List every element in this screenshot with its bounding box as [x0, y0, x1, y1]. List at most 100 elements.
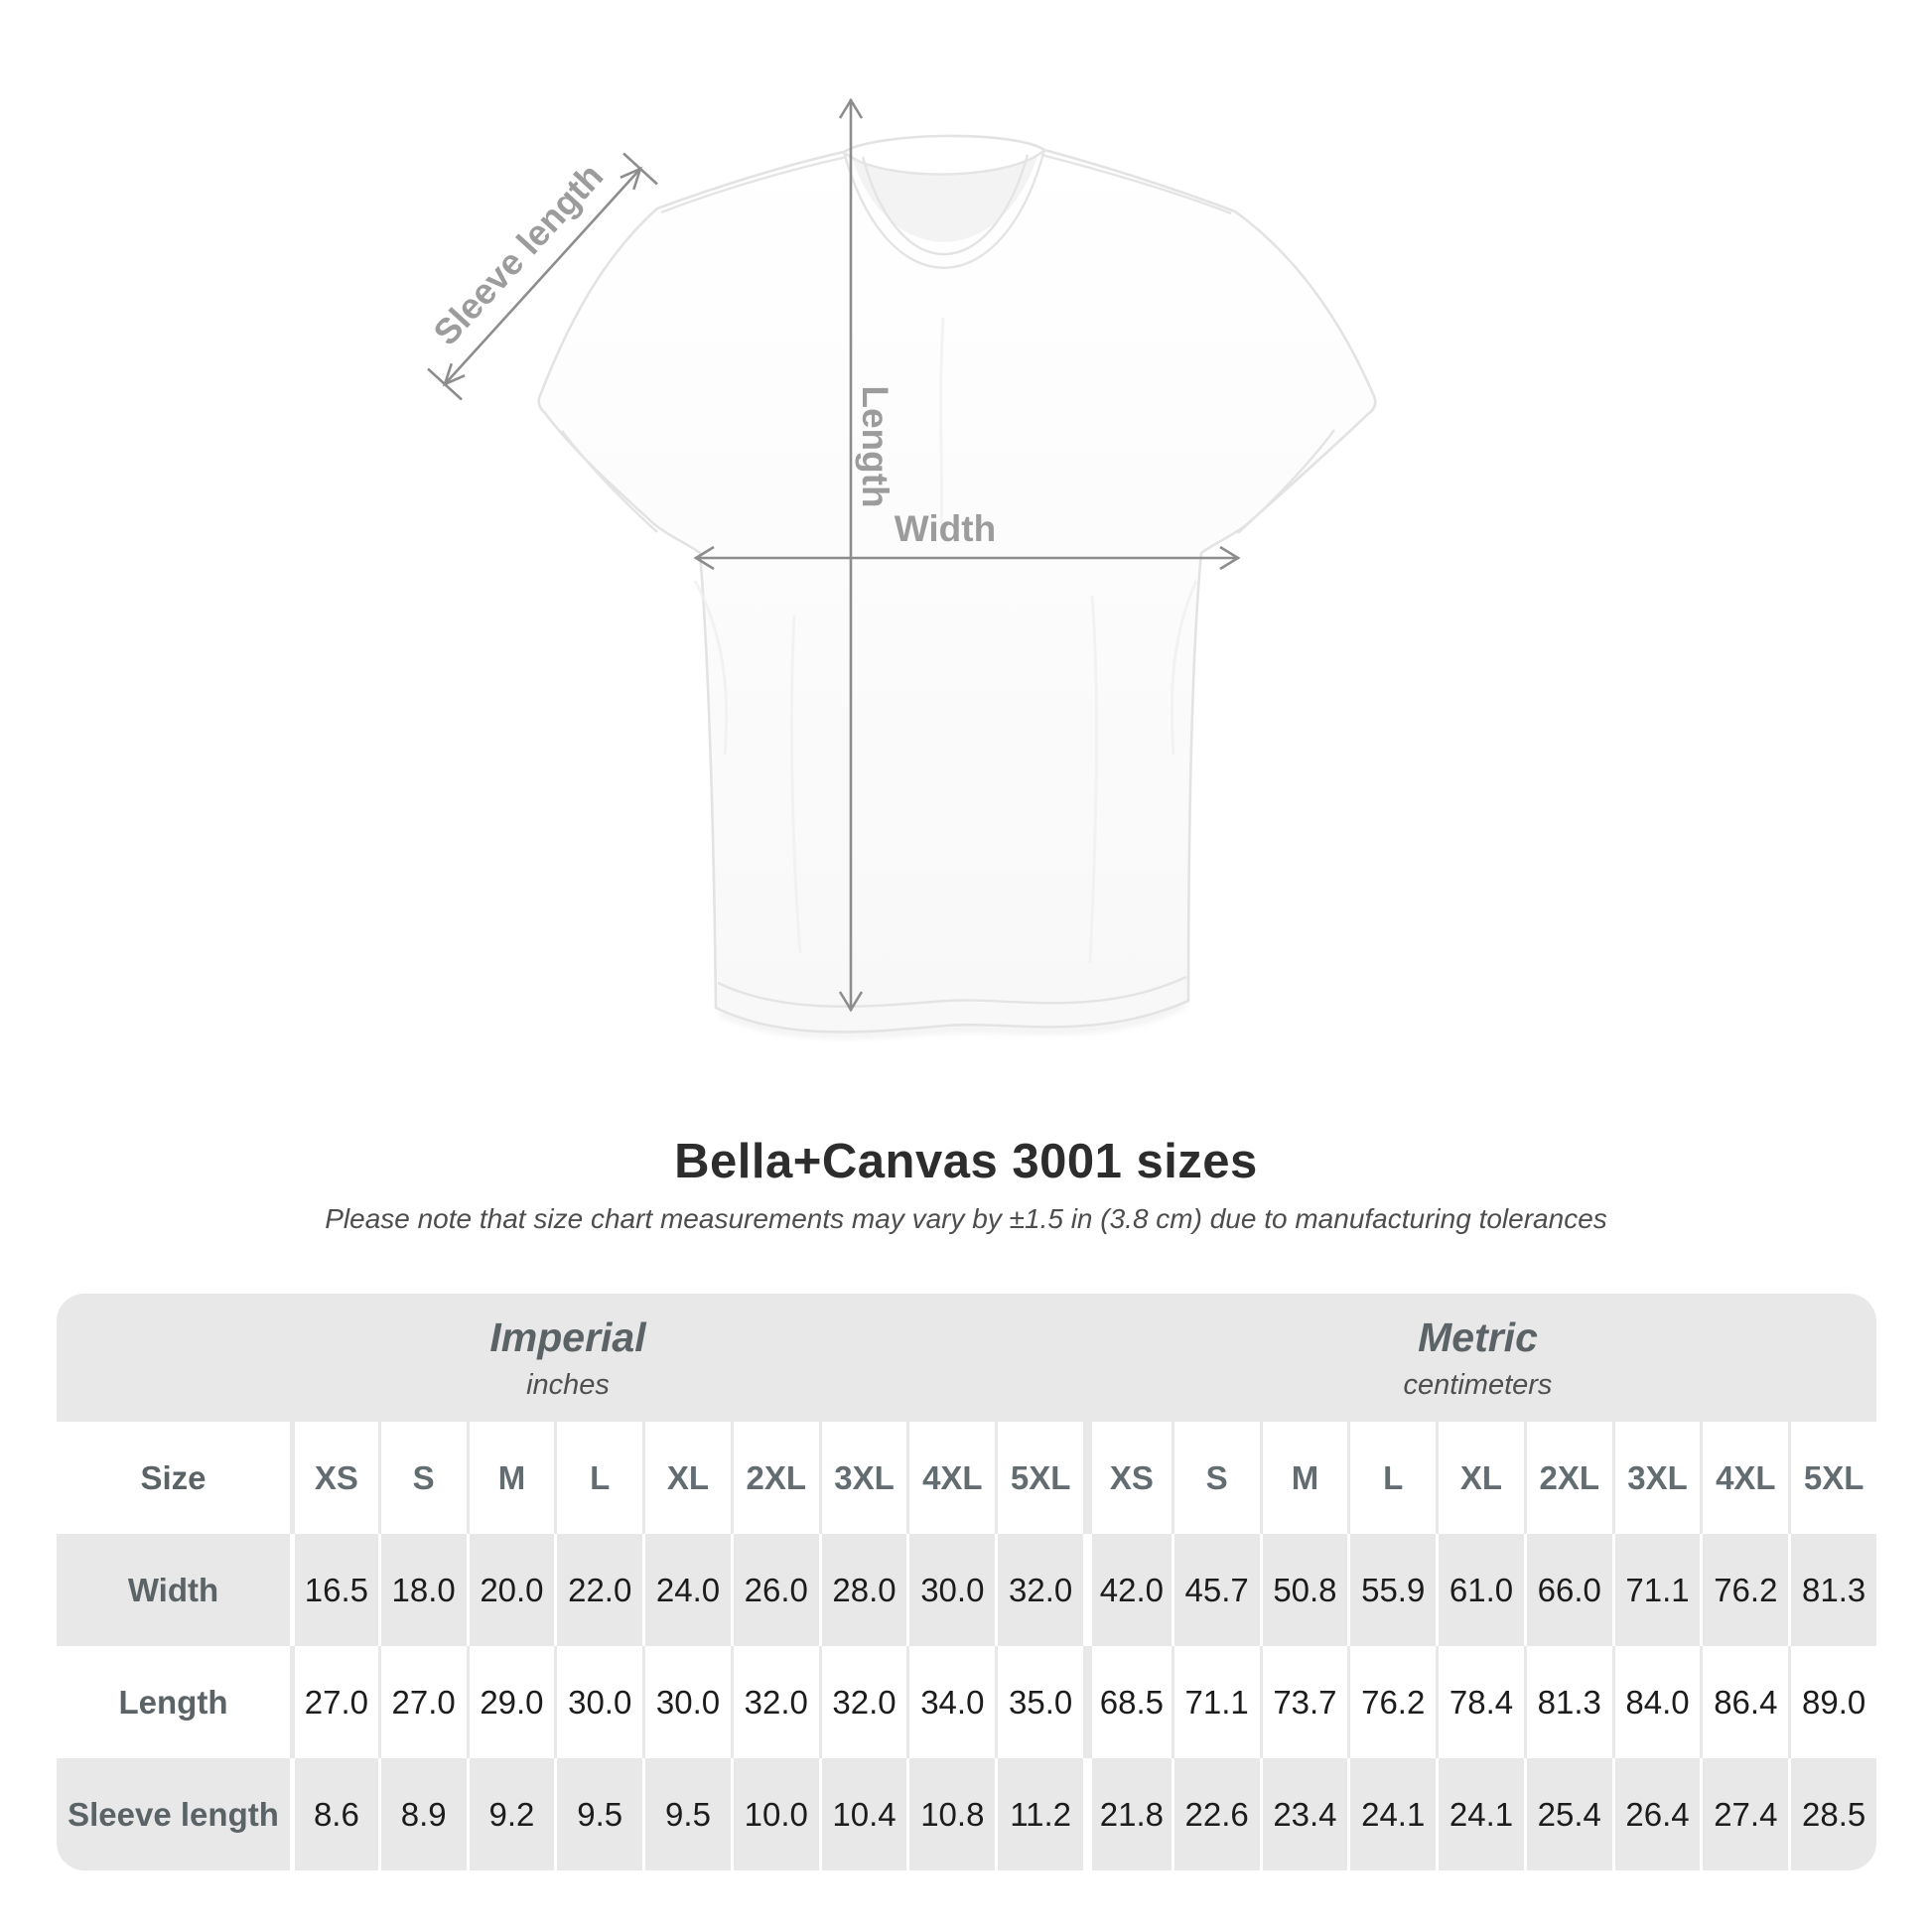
table-cell: 55.9: [1347, 1534, 1437, 1646]
size-column-header: XL: [1436, 1422, 1524, 1534]
table-cell: 16.5: [290, 1534, 378, 1646]
table-cell: 24.1: [1436, 1758, 1524, 1870]
row-label: Sleeve length: [57, 1758, 290, 1870]
size-column-header: M: [1259, 1422, 1348, 1534]
table-cell: 8.9: [377, 1758, 467, 1870]
table-body: Width 16.5 18.0 20.0 22.0 24.0 26.0 28.0 30.0 32.…: [57, 1534, 1876, 1870]
row-label: Length: [57, 1646, 290, 1758]
table-cell: 76.2: [1700, 1534, 1789, 1646]
table-cell: 26.0: [730, 1534, 819, 1646]
size-column-header: 3XL: [818, 1422, 907, 1534]
table-cell: 11.2: [995, 1758, 1083, 1870]
size-column-header: L: [1347, 1422, 1437, 1534]
table-cell: 28.5: [1788, 1758, 1876, 1870]
table-cell: 29.0: [466, 1646, 555, 1758]
table-cell: 32.0: [730, 1646, 819, 1758]
table-cell: 86.4: [1700, 1646, 1789, 1758]
table-cell: 35.0: [995, 1646, 1083, 1758]
table-row: Length 27.0 27.0 29.0 30.0 30.0 32.0 32.0 34.0 35…: [57, 1646, 1876, 1758]
shirt-shadow: [718, 1002, 1186, 1037]
tshirt-graphic: [537, 134, 1377, 1034]
table-cell: 81.3: [1788, 1534, 1876, 1646]
page-title: Bella+Canvas 3001 sizes: [674, 1135, 1258, 1188]
table-cell: 27.4: [1700, 1758, 1789, 1870]
table-cell: 30.0: [906, 1534, 996, 1646]
size-column-header: 2XL: [1523, 1422, 1612, 1534]
metric-unit: centimeters: [1403, 1368, 1553, 1401]
table-cell: 76.2: [1347, 1646, 1437, 1758]
table-cell: 27.0: [290, 1646, 378, 1758]
size-column-header: 3XL: [1611, 1422, 1701, 1534]
table-cell: 25.4: [1523, 1758, 1612, 1870]
imperial-section-header: Imperial inches: [57, 1294, 1079, 1422]
size-header-cell: Size: [57, 1422, 290, 1534]
table-cell: 24.0: [642, 1534, 731, 1646]
size-column-header: 2XL: [730, 1422, 819, 1534]
table-cell: 23.4: [1259, 1758, 1348, 1870]
table-cell: 10.0: [730, 1758, 819, 1870]
metric-section-header: Metric centimeters: [1079, 1294, 1876, 1422]
tshirt-measurement-diagram: Length Width Sleeve length: [425, 97, 1377, 1037]
table-cell: 22.6: [1171, 1758, 1260, 1870]
table-cell: 89.0: [1788, 1646, 1876, 1758]
table-cell: 73.7: [1259, 1646, 1348, 1758]
table-cell: 50.8: [1259, 1534, 1348, 1646]
table-cell: 18.0: [377, 1534, 467, 1646]
size-column-header: 5XL: [1788, 1422, 1876, 1534]
table-cell: 9.2: [466, 1758, 555, 1870]
length-label: Length: [855, 385, 896, 507]
table-cell: 22.0: [554, 1534, 643, 1646]
table-header-row: Size XS S M L XL 2XL 3XL 4XL 5XL XS S M L XL 2XL 3XL 4XL…: [57, 1422, 1876, 1534]
neck-opening: [851, 153, 1038, 242]
table-cell: 9.5: [642, 1758, 731, 1870]
table-cell: 9.5: [554, 1758, 643, 1870]
size-column-header: 4XL: [1700, 1422, 1789, 1534]
table-cell: 45.7: [1171, 1534, 1260, 1646]
metric-title: Metric: [1418, 1313, 1538, 1360]
table-cell: 71.1: [1171, 1646, 1260, 1758]
table-cell: 34.0: [906, 1646, 996, 1758]
table-cell: 26.4: [1611, 1758, 1701, 1870]
width-arrow: [693, 545, 1241, 571]
table-cell: 81.3: [1523, 1646, 1612, 1758]
table-row: Width 16.5 18.0 20.0 22.0 24.0 26.0 28.0 30.0 32.…: [57, 1534, 1876, 1646]
table-cell: 78.4: [1436, 1646, 1524, 1758]
size-column-header: XS: [290, 1422, 378, 1534]
table-cell: 42.0: [1083, 1534, 1172, 1646]
size-column-header: XL: [642, 1422, 731, 1534]
size-column-header: S: [1171, 1422, 1260, 1534]
table-cell: 71.1: [1611, 1534, 1701, 1646]
table-cell: 28.0: [818, 1534, 907, 1646]
size-column-header: S: [377, 1422, 467, 1534]
imperial-unit: inches: [526, 1368, 610, 1401]
table-cell: 66.0: [1523, 1534, 1612, 1646]
size-column-header: L: [554, 1422, 643, 1534]
table-cell: 84.0: [1611, 1646, 1701, 1758]
table-cell: 30.0: [554, 1646, 643, 1758]
size-column-header: M: [466, 1422, 555, 1534]
page-subtitle: Please note that size chart measurements…: [325, 1203, 1607, 1234]
table-cell: 61.0: [1436, 1534, 1524, 1646]
table-cell: 10.4: [818, 1758, 907, 1870]
length-arrow: [838, 97, 864, 1013]
size-column-header: 4XL: [906, 1422, 996, 1534]
table-cell: 8.6: [290, 1758, 378, 1870]
table-cell: 24.1: [1347, 1758, 1437, 1870]
table-cell: 32.0: [818, 1646, 907, 1758]
size-table: Imperial inches Metric centimeters Size …: [57, 1294, 1876, 1870]
size-column-header: 5XL: [995, 1422, 1083, 1534]
imperial-title: Imperial: [489, 1313, 646, 1360]
table-cell: 21.8: [1083, 1758, 1172, 1870]
row-label: Width: [57, 1534, 290, 1646]
width-label: Width: [895, 508, 996, 549]
table-cell: 10.8: [906, 1758, 996, 1870]
table-cell: 30.0: [642, 1646, 731, 1758]
table-cell: 32.0: [995, 1534, 1083, 1646]
table-cell: 20.0: [466, 1534, 555, 1646]
table-cell: 68.5: [1083, 1646, 1172, 1758]
unit-band: Imperial inches Metric centimeters: [57, 1294, 1876, 1422]
size-column-header: XS: [1083, 1422, 1172, 1534]
table-row: Sleeve length 8.6 8.9 9.2 9.5 9.5 10.0 10.4 10.8…: [57, 1758, 1876, 1870]
table-cell: 27.0: [377, 1646, 467, 1758]
